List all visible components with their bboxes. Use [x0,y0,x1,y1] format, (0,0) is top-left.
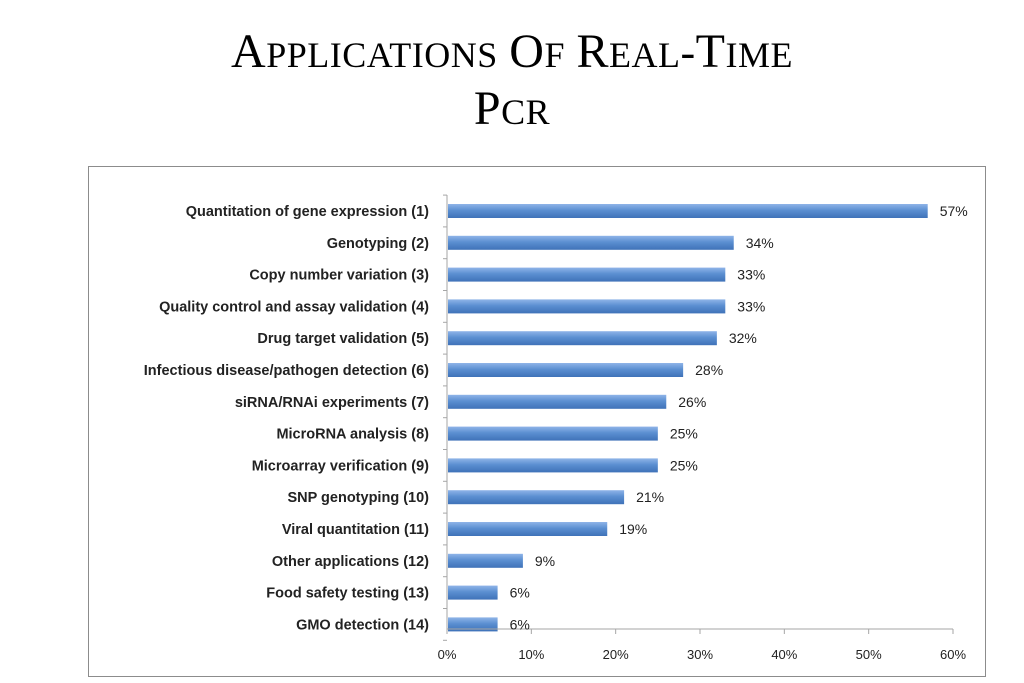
value-label: 33% [737,267,765,283]
x-tick-label: 60% [940,647,966,662]
bar [448,458,658,473]
value-label: 6% [510,616,530,632]
category-label: Quantitation of gene expression (1) [186,204,429,220]
category-label: Drug target validation (5) [257,331,429,347]
bar [448,235,734,250]
x-tick-label: 20% [603,647,629,662]
category-label: Quality control and assay validation (4) [159,299,429,315]
category-label: Other applications (12) [272,554,429,570]
value-label: 28% [695,362,723,378]
value-label: 19% [619,521,647,537]
axis-layer [443,194,954,641]
bar [448,299,726,314]
bar [448,267,726,282]
value-label: 34% [746,235,774,251]
value-label: 33% [737,298,765,314]
bar [448,490,625,505]
value-label: 25% [670,426,698,442]
bar [448,204,928,218]
x-tick-label: 30% [687,647,713,662]
value-label: 25% [670,457,698,473]
labels-layer: 0% 10% 20% 30% 40% 50% 60% Quantitation of gene… [144,203,968,662]
x-tick-label: 40% [771,647,797,662]
value-label: 26% [678,394,706,410]
value-label: 32% [729,330,757,346]
bar [448,363,684,377]
category-label: Viral quantitation (11) [282,522,429,538]
category-label: Infectious disease/pathogen detection (6… [144,363,429,379]
bar-chart: 0% 10% 20% 30% 40% 50% 60% Quantitation of gene… [144,194,968,662]
value-label: 9% [535,553,555,569]
category-label: Microarray verification (9) [252,458,429,474]
bar [448,617,498,632]
category-label: Copy number variation (3) [249,268,429,284]
title-line-2: PCR [473,81,551,135]
x-tick-label: 50% [856,647,882,662]
bar [448,522,608,536]
value-label: 57% [940,203,968,219]
category-label: MicroRNA analysis (8) [276,427,429,443]
x-tick-label: 0% [438,647,457,662]
category-label: Genotyping (2) [327,236,429,252]
slide-title: APPLICATIONS OF REAL-TIME PCR [0,24,1024,137]
chart-frame: 0% 10% 20% 30% 40% 50% 60% Quantitation of gene… [88,166,986,677]
value-label: 6% [510,585,530,601]
bars-layer [448,204,928,632]
bar [448,331,717,346]
x-tick-label: 10% [518,647,544,662]
category-label: Food safety testing (13) [266,586,429,602]
title-line-1: APPLICATIONS OF REAL-TIME [231,25,793,78]
category-label: siRNA/RNAi experiments (7) [235,395,429,411]
category-label: GMO detection (14) [296,617,429,633]
value-label: 21% [636,489,664,505]
category-label: SNP genotyping (10) [287,490,429,506]
bar [448,394,667,409]
bar [448,553,523,568]
bar [448,585,498,600]
bar [448,426,658,441]
